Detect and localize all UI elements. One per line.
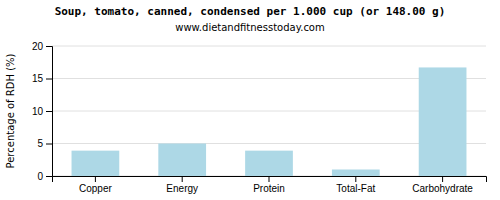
y-tick-label: 5 xyxy=(37,138,43,149)
y-tick: 5 xyxy=(37,138,52,149)
x-tick-label: Protein xyxy=(253,183,285,194)
title: Soup, tomato, canned, condensed per 1.00… xyxy=(55,5,446,18)
bar xyxy=(332,170,380,177)
x-axis-line xyxy=(53,177,487,183)
subtitle: www.dietandfitnesstoday.com xyxy=(175,22,324,33)
y-tick: 10 xyxy=(32,106,52,117)
y-tick-line xyxy=(46,79,52,80)
bar xyxy=(245,151,293,176)
grid xyxy=(52,46,486,176)
bars xyxy=(72,67,467,176)
y-tick: 20 xyxy=(32,41,52,52)
y-tick-line xyxy=(46,176,52,177)
y-tick-line xyxy=(46,111,52,112)
y-axis: 0 5 10 15 20 xyxy=(32,41,53,182)
y-tick-label: 20 xyxy=(32,41,44,52)
x-tick: Energy xyxy=(166,176,198,194)
x-tick-line xyxy=(442,176,443,182)
chart-svg: Soup, tomato, canned, condensed per 1.00… xyxy=(0,0,500,200)
x-tick: Carbohydrate xyxy=(412,176,473,194)
x-tick-label: Copper xyxy=(79,183,112,194)
x-tick: Protein xyxy=(253,176,285,194)
x-tick-label: Carbohydrate xyxy=(412,183,473,194)
x-tick-line xyxy=(95,176,96,182)
x-tick-line xyxy=(355,176,356,182)
y-axis-label: Percentage of RDH (%) xyxy=(5,53,16,168)
y-tick-line xyxy=(46,144,52,145)
grid-line xyxy=(52,46,486,47)
y-tick-label: 10 xyxy=(32,106,44,117)
y-tick-label: 15 xyxy=(32,73,44,84)
y-tick: 15 xyxy=(32,73,52,84)
bar xyxy=(72,151,120,176)
plot: Copper Energy Protein Total-Fat Carbohydrate… xyxy=(32,41,487,194)
x-tick-label: Energy xyxy=(166,183,198,194)
x-axis: Copper Energy Protein Total-Fat Carbohydrate xyxy=(53,176,487,194)
x-tick-line xyxy=(182,176,183,182)
bar xyxy=(419,67,467,176)
y-axis-line xyxy=(46,47,53,177)
x-tick: Total-Fat xyxy=(336,176,375,194)
chart-container: Soup, tomato, canned, condensed per 1.00… xyxy=(0,0,500,200)
y-tick-label: 0 xyxy=(37,171,43,182)
x-tick: Copper xyxy=(79,176,112,194)
y-tick: 0 xyxy=(37,171,52,182)
y-tick-line xyxy=(46,46,52,47)
x-tick-line xyxy=(269,176,270,182)
x-tick-label: Total-Fat xyxy=(336,183,375,194)
bar xyxy=(158,144,206,177)
